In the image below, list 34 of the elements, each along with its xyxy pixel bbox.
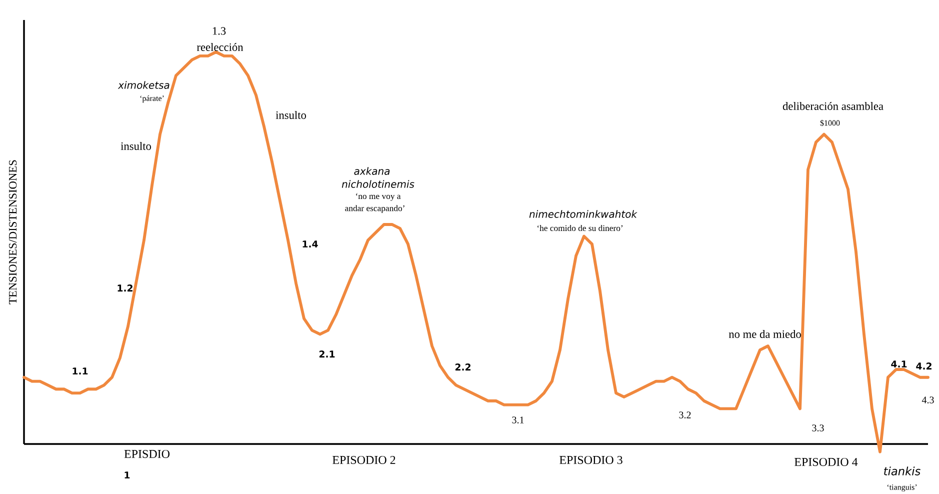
annotation: insulto bbox=[120, 142, 151, 150]
annotation: no me da miedo bbox=[728, 330, 801, 338]
annotation: 2.1 bbox=[319, 350, 335, 358]
y-axis-title: TENSIONES/DISTENSIONES bbox=[9, 160, 17, 304]
annotation: andar escapando’ bbox=[345, 205, 404, 213]
annotation: ximoketsa bbox=[118, 81, 170, 89]
annotation: 4.3 bbox=[922, 396, 934, 404]
text: EPISODIO 3 bbox=[560, 456, 622, 464]
annotation: ‘no me voy a bbox=[356, 193, 401, 201]
annotation: nicholotinemis bbox=[342, 180, 414, 188]
text: EPISODIO 4 bbox=[794, 458, 858, 466]
annotation: insulto bbox=[276, 111, 306, 119]
annotation: 1.1 bbox=[72, 368, 88, 374]
annotation: 3.3 bbox=[812, 424, 824, 432]
annotation: 3.1 bbox=[512, 416, 524, 424]
text: tiankis bbox=[884, 466, 920, 476]
text: EPISODIO 2 bbox=[332, 456, 396, 464]
text: ‘tianguis’ bbox=[887, 484, 917, 492]
annotation: $1000 bbox=[820, 120, 840, 126]
annotation: ‘he comido de su dinero’ bbox=[538, 224, 622, 232]
annotation: deliberación asamblea bbox=[782, 102, 884, 110]
annotation: 1.2 bbox=[118, 284, 132, 292]
annotation: 4.2 bbox=[916, 362, 932, 370]
annotation: EPISDIO bbox=[124, 450, 170, 458]
annotation: ‘párate’ bbox=[140, 95, 164, 103]
annotation: 1.4 bbox=[302, 240, 318, 248]
annotation: nimechtominkwahtok bbox=[529, 210, 638, 218]
annotation: 4.1 bbox=[891, 360, 907, 368]
text: reelección bbox=[196, 43, 244, 51]
annotation: axkana bbox=[354, 167, 390, 175]
text: 1 bbox=[124, 472, 130, 478]
annotation: 3.2 bbox=[679, 412, 691, 418]
text: 1.3 bbox=[212, 27, 226, 35]
annotation: 2.2 bbox=[455, 364, 470, 370]
